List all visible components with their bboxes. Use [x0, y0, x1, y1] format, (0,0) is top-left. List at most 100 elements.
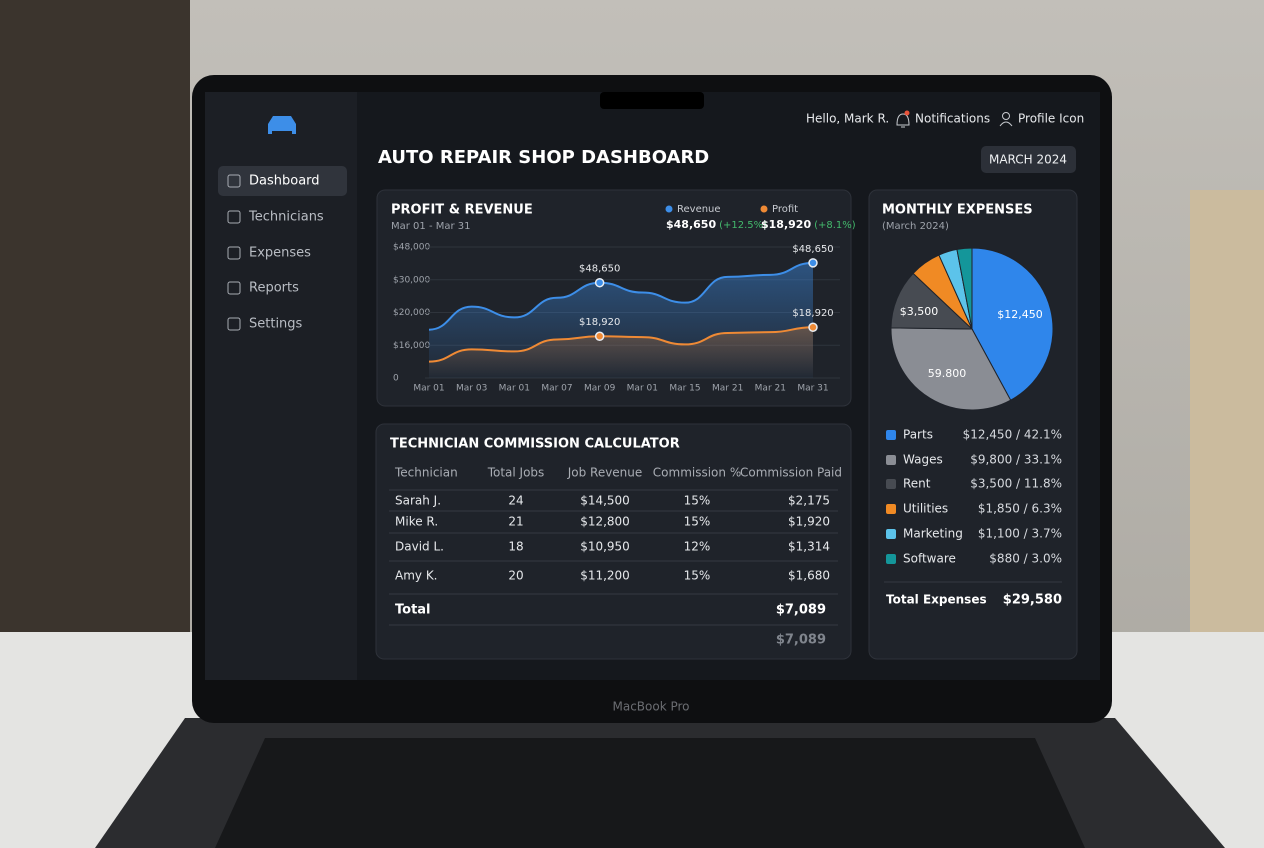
table-header: Technician	[394, 466, 458, 480]
table-header: Commission %	[653, 466, 741, 480]
legend-value: $3,500 / 11.8%	[970, 477, 1062, 491]
notch	[600, 92, 704, 109]
point	[594, 277, 605, 288]
point	[808, 258, 818, 268]
y-tick-label: $48,000	[393, 243, 430, 253]
line	[428, 326, 814, 363]
slice-label: $12,450	[997, 308, 1043, 321]
pie-slice	[956, 247, 973, 330]
chart-subtitle: Mar 01 - Mar 31	[391, 221, 471, 232]
period-badge	[981, 146, 1076, 173]
footer-value: $7,089	[776, 633, 826, 648]
annotation: $18,920	[792, 308, 833, 319]
legend-name: Utilities	[903, 502, 948, 516]
nav-icon	[227, 281, 241, 295]
table-header: Total Jobs	[487, 466, 545, 480]
period: MARCH 2024	[989, 153, 1067, 167]
nav-icon	[227, 246, 241, 260]
x-tick-label: Mar 21	[712, 384, 743, 394]
legend-swatch	[886, 430, 896, 440]
annotation: $48,650	[579, 264, 620, 275]
x-tick-label: Mar 01	[627, 384, 658, 394]
legend-swatch	[886, 529, 896, 539]
curtain	[0, 0, 190, 640]
profile-icon	[1002, 112, 1010, 120]
chart-title: PROFIT & REVENUE	[391, 203, 533, 218]
nav-item[interactable]: Settings	[249, 317, 303, 332]
legend-swatch	[886, 554, 896, 564]
table-cell: Mike R.	[395, 515, 438, 529]
table-cell: $10,950	[580, 540, 630, 554]
total-label: Total Expenses	[886, 593, 987, 607]
annotation: $18,920	[579, 317, 620, 328]
table-cell: $1,314	[788, 540, 830, 554]
table-cell: $2,175	[788, 494, 830, 508]
legend-name: Software	[903, 552, 956, 566]
pie-slice	[890, 272, 974, 330]
nav-item[interactable]: Reports	[249, 281, 299, 296]
y-tick-label: $20,000	[393, 308, 430, 318]
table-cell: David L.	[395, 540, 444, 554]
table-cell: $1,680	[788, 569, 830, 583]
legend-swatch	[760, 205, 768, 213]
table-cell: 18	[508, 540, 523, 554]
x-tick-label: Mar 01	[413, 384, 444, 394]
keyboard	[215, 738, 1085, 848]
table-header: Commission Paid	[740, 466, 842, 480]
device-label: MacBook Pro	[612, 700, 689, 714]
table-cell: 24	[508, 494, 523, 508]
nav-active	[218, 166, 347, 196]
cabinet	[1190, 190, 1264, 640]
legend-name: Profit	[772, 204, 798, 215]
pie-slice	[971, 247, 1054, 401]
profile-link[interactable]: Profile Icon	[1018, 112, 1084, 126]
notification-dot	[904, 110, 910, 116]
table-cell: Sarah J.	[395, 494, 441, 508]
legend-value: $12,450 / 42.1%	[963, 428, 1062, 442]
x-tick-label: Mar 21	[755, 384, 786, 394]
table-cell: Amy K.	[395, 569, 438, 583]
nav-icon	[227, 174, 241, 188]
legend-total: $18,920	[761, 218, 811, 231]
legend-value: $9,800 / 33.1%	[970, 453, 1062, 467]
legend-value: $880 / 3.0%	[989, 552, 1062, 566]
point	[808, 322, 818, 332]
total-value: $29,580	[1003, 593, 1062, 608]
legend-name: Rent	[903, 477, 931, 491]
legend-name: Parts	[903, 428, 933, 442]
legend-swatch	[886, 455, 896, 465]
table-cell: 15%	[684, 494, 711, 508]
legend-total: $48,650	[666, 218, 716, 231]
annotation: $48,650	[792, 244, 833, 255]
y-tick-label: $30,000	[393, 275, 430, 285]
legend-swatch	[665, 205, 673, 213]
area	[429, 327, 813, 378]
legend-swatch	[886, 504, 896, 514]
nav-item[interactable]: Expenses	[249, 246, 311, 261]
table-cell: $14,500	[580, 494, 630, 508]
bell-icon	[896, 113, 910, 128]
nav-item[interactable]: Technicians	[248, 210, 324, 225]
nav-item[interactable]: Dashboard	[249, 174, 320, 189]
table-header: Job Revenue	[567, 466, 643, 480]
greeting: Hello, Mark R.	[806, 112, 889, 126]
y-tick-label: 0	[393, 374, 399, 384]
x-tick-label: Mar 15	[669, 384, 700, 394]
legend-value: $1,850 / 6.3%	[978, 502, 1062, 516]
total-value: $7,089	[776, 603, 826, 618]
notifications-link[interactable]: Notifications	[915, 112, 990, 126]
line	[428, 261, 814, 331]
x-tick-label: Mar 09	[584, 384, 616, 394]
logo	[268, 116, 296, 134]
x-tick-label: Mar 01	[499, 384, 530, 394]
pie-slice	[890, 327, 1012, 411]
table-cell: 15%	[684, 569, 711, 583]
table-cell: 15%	[684, 515, 711, 529]
profile-icon	[999, 121, 1013, 127]
x-tick-label: Mar 03	[456, 384, 487, 394]
table-cell: 20	[508, 569, 523, 583]
legend-name: Revenue	[677, 204, 721, 215]
legend-swatch	[886, 479, 896, 489]
legend-name: Wages	[903, 453, 943, 467]
table-cell: $1,920	[788, 515, 830, 529]
